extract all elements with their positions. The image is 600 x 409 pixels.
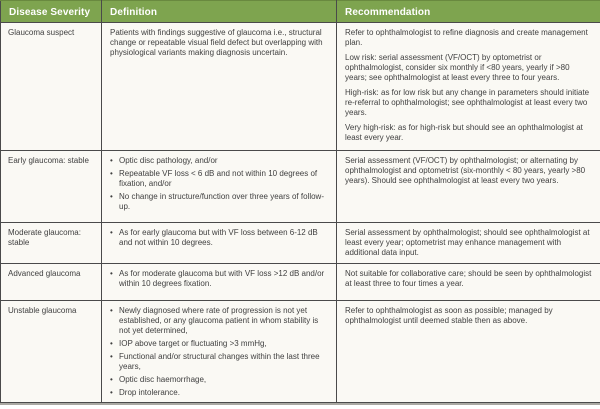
bullet-text: As for moderate glaucoma but with VF los… <box>119 269 325 288</box>
column-header-definition: Definition <box>101 0 337 23</box>
severity-label: Unstable glaucoma <box>8 306 77 315</box>
definition-bullet-item: • As for early glaucoma but with VF loss … <box>110 228 328 248</box>
bullet-icon: • <box>110 375 113 384</box>
definition-cell: Patients with findings suggestive of gla… <box>101 22 337 151</box>
bullet-text: Drop intolerance. <box>119 388 180 397</box>
severity-label: Glaucoma suspect <box>8 28 75 37</box>
bullet-text: No change in structure/function over thr… <box>119 192 324 211</box>
recommendation-paragraph: High-risk: as for low risk but any chang… <box>345 88 590 117</box>
severity-label: Early glaucoma: stable <box>8 156 89 165</box>
recommendation-paragraph: Low risk: serial assessment (VF/OCT) by … <box>345 53 570 82</box>
definition-bullet-item: • Optic disc pathology, and/or <box>110 156 328 166</box>
definition-bullet-item: • Drop intolerance. <box>110 388 328 398</box>
definition-cell: • Optic disc pathology, and/or • Repeatable… <box>101 150 337 223</box>
severity-cell: Moderate glaucoma: stable <box>0 222 102 264</box>
bullet-icon: • <box>110 306 113 315</box>
recommendation-paragraph: Serial assessment (VF/OCT) by ophthalmol… <box>345 156 586 185</box>
bullet-icon: • <box>110 156 113 165</box>
recommendation-paragraph: Very high-risk: as for high-risk but sho… <box>345 123 583 142</box>
definition-cell: • As for early glaucoma but with VF loss … <box>101 222 337 264</box>
recommendation-paragraph: Not suitable for collaborative care; sho… <box>345 269 592 288</box>
table-header: Disease Severity Definition Recommendati… <box>0 0 600 23</box>
recommendation-cell: Serial assessment by ophthalmologist; sh… <box>336 222 600 264</box>
table-row: Early glaucoma: stable • Optic disc pathol… <box>0 150 600 223</box>
bullet-icon: • <box>110 228 113 237</box>
definition-bullet-item: • No change in structure/function over th… <box>110 192 328 212</box>
bullet-text: Repeatable VF loss < 6 dB and not within… <box>119 169 318 188</box>
definition-bullet-item: • Optic disc haemorrhage, <box>110 375 328 385</box>
definition-paragraph: Patients with findings suggestive of gla… <box>110 28 323 57</box>
table-row: Moderate glaucoma: stable • As for early g… <box>0 222 600 264</box>
recommendation-cell: Refer to ophthalmologist as soon as poss… <box>336 300 600 403</box>
recommendation-cell: Serial assessment (VF/OCT) by ophthalmol… <box>336 150 600 223</box>
table-row: Advanced glaucoma • As for moderate glauco… <box>0 263 600 301</box>
severity-label: Advanced glaucoma <box>8 269 81 278</box>
bullet-text: Optic disc pathology, and/or <box>119 156 218 165</box>
recommendation-cell: Not suitable for collaborative care; sho… <box>336 263 600 301</box>
definition-cell: • Newly diagnosed where rate of progressi… <box>101 300 337 403</box>
bullet-icon: • <box>110 339 113 348</box>
severity-label: Moderate glaucoma: stable <box>8 228 81 247</box>
bullet-icon: • <box>110 388 113 397</box>
bullet-text: Optic disc haemorrhage, <box>119 375 207 384</box>
bullet-text: IOP above target or fluctuating >3 mmHg, <box>119 339 267 348</box>
column-header-disease-severity: Disease Severity <box>0 0 102 23</box>
definition-bullet-item: • Functional and/or structural changes wi… <box>110 352 328 372</box>
bullet-text: Newly diagnosed where rate of progressio… <box>119 306 319 335</box>
recommendation-paragraph: Refer to ophthalmologist to refine diagn… <box>345 28 588 47</box>
definition-bullet-item: • Repeatable VF loss < 6 dB and not withi… <box>110 169 328 189</box>
table-body: Glaucoma suspect Patients with findings s… <box>0 22 600 403</box>
bullet-text: Functional and/or structural changes wit… <box>119 352 320 371</box>
severity-cell: Early glaucoma: stable <box>0 150 102 223</box>
bullet-icon: • <box>110 269 113 278</box>
recommendation-paragraph: Refer to ophthalmologist as soon as poss… <box>345 306 553 325</box>
severity-cell: Unstable glaucoma <box>0 300 102 403</box>
definition-bullet-item: • As for moderate glaucoma but with VF lo… <box>110 269 328 289</box>
header-row: Disease Severity Definition Recommendati… <box>0 0 600 23</box>
bullet-icon: • <box>110 192 113 201</box>
recommendation-cell: Refer to ophthalmologist to refine diagn… <box>336 22 600 151</box>
table-row: Unstable glaucoma • Newly diagnosed where … <box>0 300 600 403</box>
column-header-recommendation: Recommendation <box>336 0 600 23</box>
severity-cell: Advanced glaucoma <box>0 263 102 301</box>
bullet-icon: • <box>110 352 113 361</box>
recommendation-paragraph: Serial assessment by ophthalmologist; sh… <box>345 228 590 257</box>
bullet-icon: • <box>110 169 113 178</box>
definition-bullet-item: • Newly diagnosed where rate of progressi… <box>110 306 328 336</box>
definition-bullet-item: • IOP above target or fluctuating >3 mmHg… <box>110 339 328 349</box>
definition-cell: • As for moderate glaucoma but with VF lo… <box>101 263 337 301</box>
table-row: Glaucoma suspect Patients with findings s… <box>0 22 600 151</box>
severity-cell: Glaucoma suspect <box>0 22 102 151</box>
bullet-text: As for early glaucoma but with VF loss b… <box>119 228 318 247</box>
